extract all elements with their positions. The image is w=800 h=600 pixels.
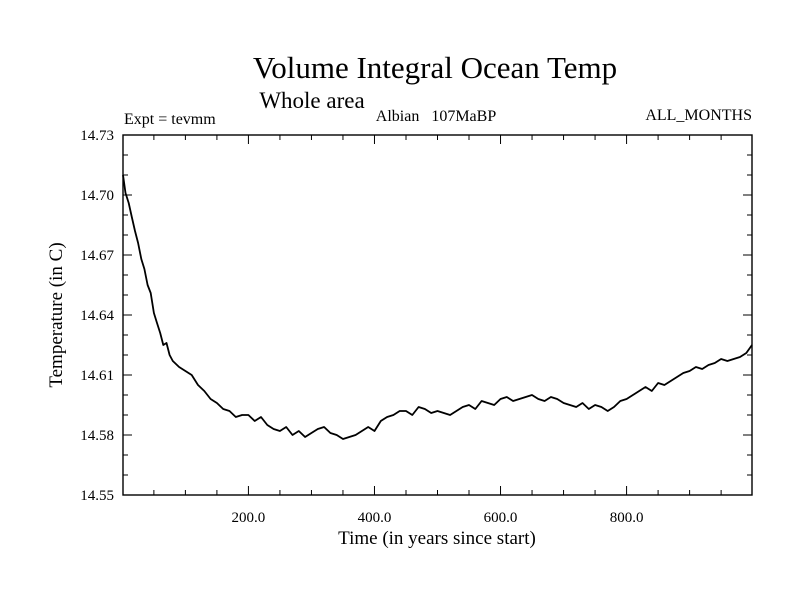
x-tick-label: 800.0 bbox=[610, 510, 644, 526]
x-tick-label: 600.0 bbox=[484, 510, 518, 526]
y-tick-label: 14.67 bbox=[80, 248, 114, 264]
series-line bbox=[122, 174, 753, 440]
y-axis: 14.55 14.58 14.61 14.64 14.67 14.70 14.73 bbox=[80, 128, 752, 504]
y-tick-label: 14.55 bbox=[80, 488, 114, 504]
x-tick-label: 200.0 bbox=[232, 510, 266, 526]
y-tick-label: 14.64 bbox=[80, 308, 114, 324]
months-label: ALL_MONTHS bbox=[645, 107, 752, 124]
x-tick-label: 400.0 bbox=[358, 510, 392, 526]
x-axis-label: Time (in years since start) bbox=[338, 528, 536, 549]
plot-frame bbox=[122, 134, 753, 496]
expt-label: Expt = tevmm bbox=[124, 111, 216, 128]
x-axis: 200.0 400.0 600.0 800.0 bbox=[153, 135, 722, 526]
chart-title: Volume Integral Ocean Temp bbox=[253, 50, 617, 85]
period-label: Albian 107MaBP bbox=[376, 108, 497, 125]
chart-subtitle: Whole area bbox=[259, 88, 364, 113]
y-axis-label: Temperature (in C) bbox=[46, 242, 67, 387]
y-tick-label: 14.73 bbox=[80, 128, 114, 144]
y-tick-label: 14.58 bbox=[80, 428, 114, 444]
y-tick-label: 14.70 bbox=[80, 188, 114, 204]
y-tick-label: 14.61 bbox=[80, 368, 114, 384]
